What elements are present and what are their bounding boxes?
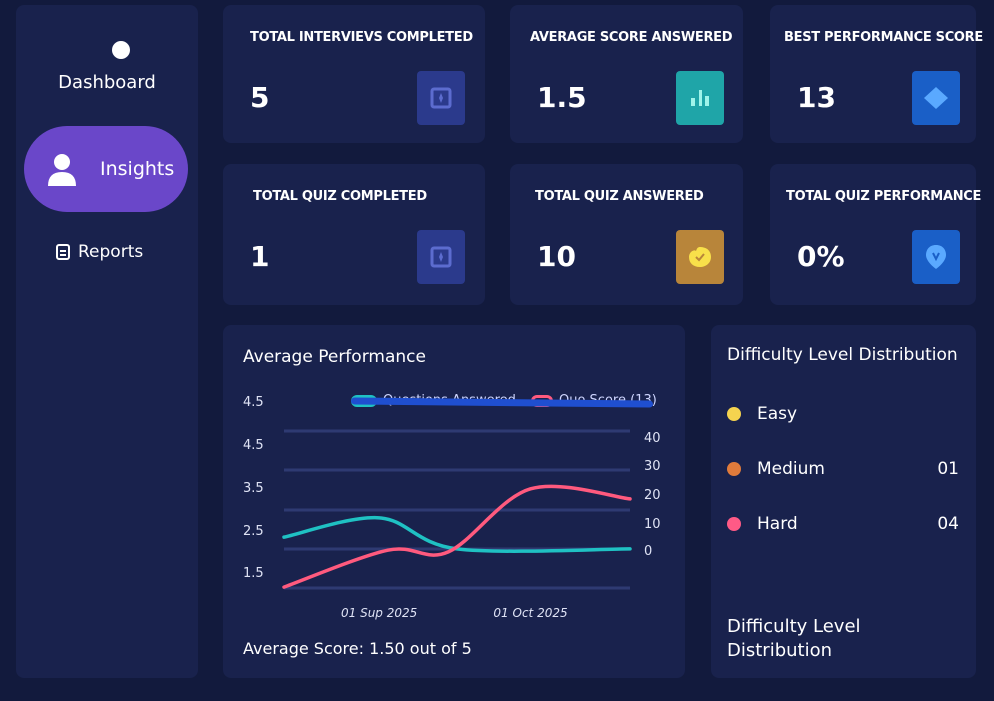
user-icon bbox=[48, 154, 76, 186]
dot-icon bbox=[727, 407, 741, 421]
stat-label: AVERAGE SCORE ANSWERED bbox=[530, 30, 733, 45]
y2-tick-label: 30 bbox=[644, 459, 661, 474]
location-pin-icon bbox=[912, 230, 960, 284]
card-icon bbox=[417, 71, 465, 125]
difficulty-label: Easy bbox=[757, 404, 798, 424]
stat-value: 10 bbox=[537, 240, 576, 273]
card-icon bbox=[417, 230, 465, 284]
difficulty-label: Hard bbox=[757, 514, 798, 534]
difficulty-item: Medium 01 bbox=[727, 459, 959, 479]
x-tick-label: 01 Oct 2025 bbox=[493, 606, 567, 620]
chart-title: Average Performance bbox=[243, 347, 426, 367]
difficulty-title: Difficulty Level Distribution bbox=[727, 345, 958, 365]
difficulty-label: Medium bbox=[757, 459, 825, 479]
y-tick-label: 1.5 bbox=[243, 566, 264, 581]
average-score: Average Score: 1.50 out of 5 bbox=[243, 639, 472, 658]
y2-tick-label: 10 bbox=[644, 517, 661, 532]
series-line bbox=[282, 484, 632, 589]
y-tick-label: 4.5 bbox=[243, 395, 264, 410]
diamond-icon bbox=[912, 71, 960, 125]
stat-card: TOTAL INTERVIEVS COMPLETED 5 bbox=[223, 5, 485, 143]
sidebar-item-label: Insights bbox=[100, 158, 175, 180]
stat-value: 0% bbox=[797, 240, 845, 273]
difficulty-count: 04 bbox=[937, 514, 959, 534]
circle-icon bbox=[112, 41, 130, 59]
badge-check-icon bbox=[676, 230, 724, 284]
stat-card: TOTAL QUIZ PERFORMANCE 0% bbox=[770, 164, 981, 305]
stat-card: BEST PERFORMANCE SCORE 13 bbox=[770, 5, 983, 143]
sidebar-item-dashboard[interactable]: Dashboard bbox=[58, 72, 156, 93]
dot-icon bbox=[727, 517, 741, 531]
y2-tick-label: 0 bbox=[644, 544, 652, 559]
y-tick-label: 2.5 bbox=[243, 524, 264, 539]
stat-label: TOTAL QUIZ PERFORMANCE bbox=[786, 189, 982, 204]
stat-label: BEST PERFORMANCE SCORE bbox=[784, 30, 983, 45]
sidebar-item-reports[interactable]: Reports bbox=[56, 242, 143, 262]
bar-chart-icon bbox=[676, 71, 724, 125]
y-tick-label: 4.5 bbox=[243, 438, 264, 453]
stat-value: 5 bbox=[250, 81, 270, 114]
stat-label: TOTAL QUIZ COMPLETED bbox=[253, 189, 427, 204]
document-icon bbox=[56, 244, 70, 260]
difficulty-card: Difficulty Level Distribution Easy Medium… bbox=[711, 325, 976, 678]
stat-value: 1 bbox=[250, 240, 270, 273]
y-tick-label: 3.5 bbox=[243, 481, 264, 496]
average-performance-card: Average Performance Questions Answered Q… bbox=[223, 325, 685, 678]
series-line bbox=[282, 516, 632, 553]
stat-label: TOTAL INTERVIEVS COMPLETED bbox=[250, 30, 473, 45]
y2-tick-label: 40 bbox=[644, 431, 661, 446]
difficulty-count: 01 bbox=[937, 459, 959, 479]
sidebar: Dashboard Insights Reports bbox=[16, 5, 198, 678]
y2-tick-label: 20 bbox=[644, 488, 661, 503]
difficulty-footer: Difficulty Level Distribution bbox=[727, 616, 861, 661]
stat-card: TOTAL QUIZ ANSWERED 10 bbox=[510, 164, 743, 305]
difficulty-item: Easy bbox=[727, 404, 959, 424]
dot-icon bbox=[727, 462, 741, 476]
stat-card: TOTAL QUIZ COMPLETED 1 bbox=[223, 164, 485, 305]
sidebar-item-insights[interactable]: Insights bbox=[24, 126, 188, 212]
stat-value: 13 bbox=[797, 81, 836, 114]
sidebar-item-label: Reports bbox=[78, 242, 144, 262]
stat-value: 1.5 bbox=[537, 81, 587, 114]
line-chart: 4.5 4.5 3.5 2.5 1.5 40 30 20 10 0 01 Sup 2025 01 Oc… bbox=[243, 395, 661, 620]
stat-label: TOTAL QUIZ ANSWERED bbox=[535, 189, 704, 204]
stat-card: AVERAGE SCORE ANSWERED 1.5 bbox=[510, 5, 743, 143]
difficulty-item: Hard 04 bbox=[727, 514, 959, 534]
x-tick-label: 01 Sup 2025 bbox=[341, 606, 417, 620]
